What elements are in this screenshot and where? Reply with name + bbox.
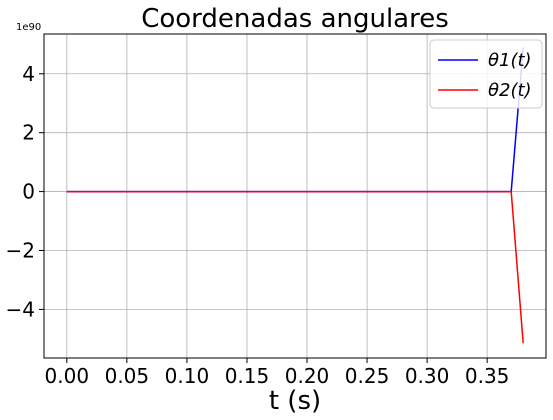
x-tick-label: 0.30 xyxy=(405,364,450,388)
legend: θ1(t) θ2(t) xyxy=(430,40,542,108)
x-tick-label: 0.15 xyxy=(225,364,270,388)
y-tick-label: 0 xyxy=(22,180,35,204)
x-tick-label: 0.25 xyxy=(345,364,390,388)
y-tick-label: −4 xyxy=(6,297,35,321)
x-tick-label: 0.20 xyxy=(285,364,330,388)
y-tick-label: 2 xyxy=(22,121,35,145)
y-scale-offset-label: 1e90 xyxy=(16,22,41,33)
x-tick-label: 0.00 xyxy=(45,364,90,388)
legend-label-theta1: θ1(t) xyxy=(488,50,532,71)
y-tick-label: 4 xyxy=(22,62,35,86)
x-tick-label: 0.10 xyxy=(165,364,210,388)
y-tick-label: −2 xyxy=(6,238,35,262)
chart-title: Coordenadas angulares xyxy=(141,4,449,34)
x-axis-label: t (s) xyxy=(269,386,321,416)
x-tick-label: 0.35 xyxy=(465,364,510,388)
x-tick-label: 0.05 xyxy=(105,364,150,388)
legend-label-theta2: θ2(t) xyxy=(488,80,532,101)
